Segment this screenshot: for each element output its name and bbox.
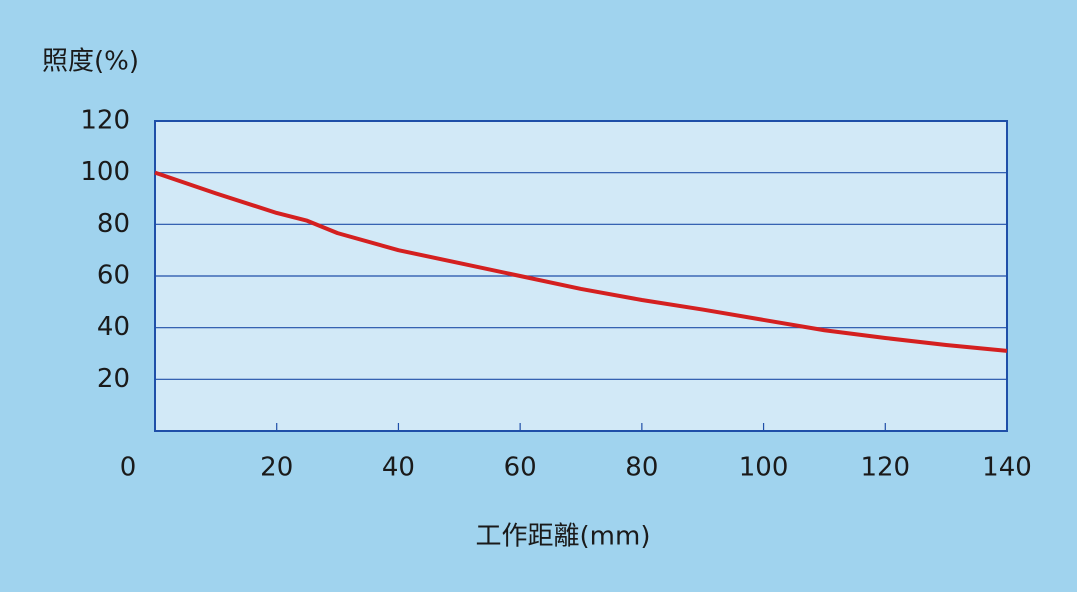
y-axis-label: 照度(%) (42, 47, 139, 77)
data-line (154, 170, 1008, 353)
y-tick-label: 60 (97, 261, 130, 291)
x-tick-label: 40 (382, 453, 415, 483)
x-tick-label: 120 (860, 453, 910, 483)
y-tick-label: 40 (97, 312, 130, 342)
x-tick-label: 100 (739, 453, 789, 483)
x-tick-label: 140 (982, 453, 1032, 483)
x-tick-label: 20 (260, 453, 293, 483)
y-tick-label: 20 (97, 364, 130, 394)
x-tick-label: 0 (120, 453, 137, 483)
x-tick-label: 60 (504, 453, 537, 483)
y-tick-label: 100 (80, 157, 130, 187)
y-tick-label: 80 (97, 209, 130, 239)
x-axis-label: 工作距離(mm) (476, 522, 651, 552)
x-tick-label: 80 (625, 453, 658, 483)
y-tick-label: 120 (80, 106, 130, 136)
